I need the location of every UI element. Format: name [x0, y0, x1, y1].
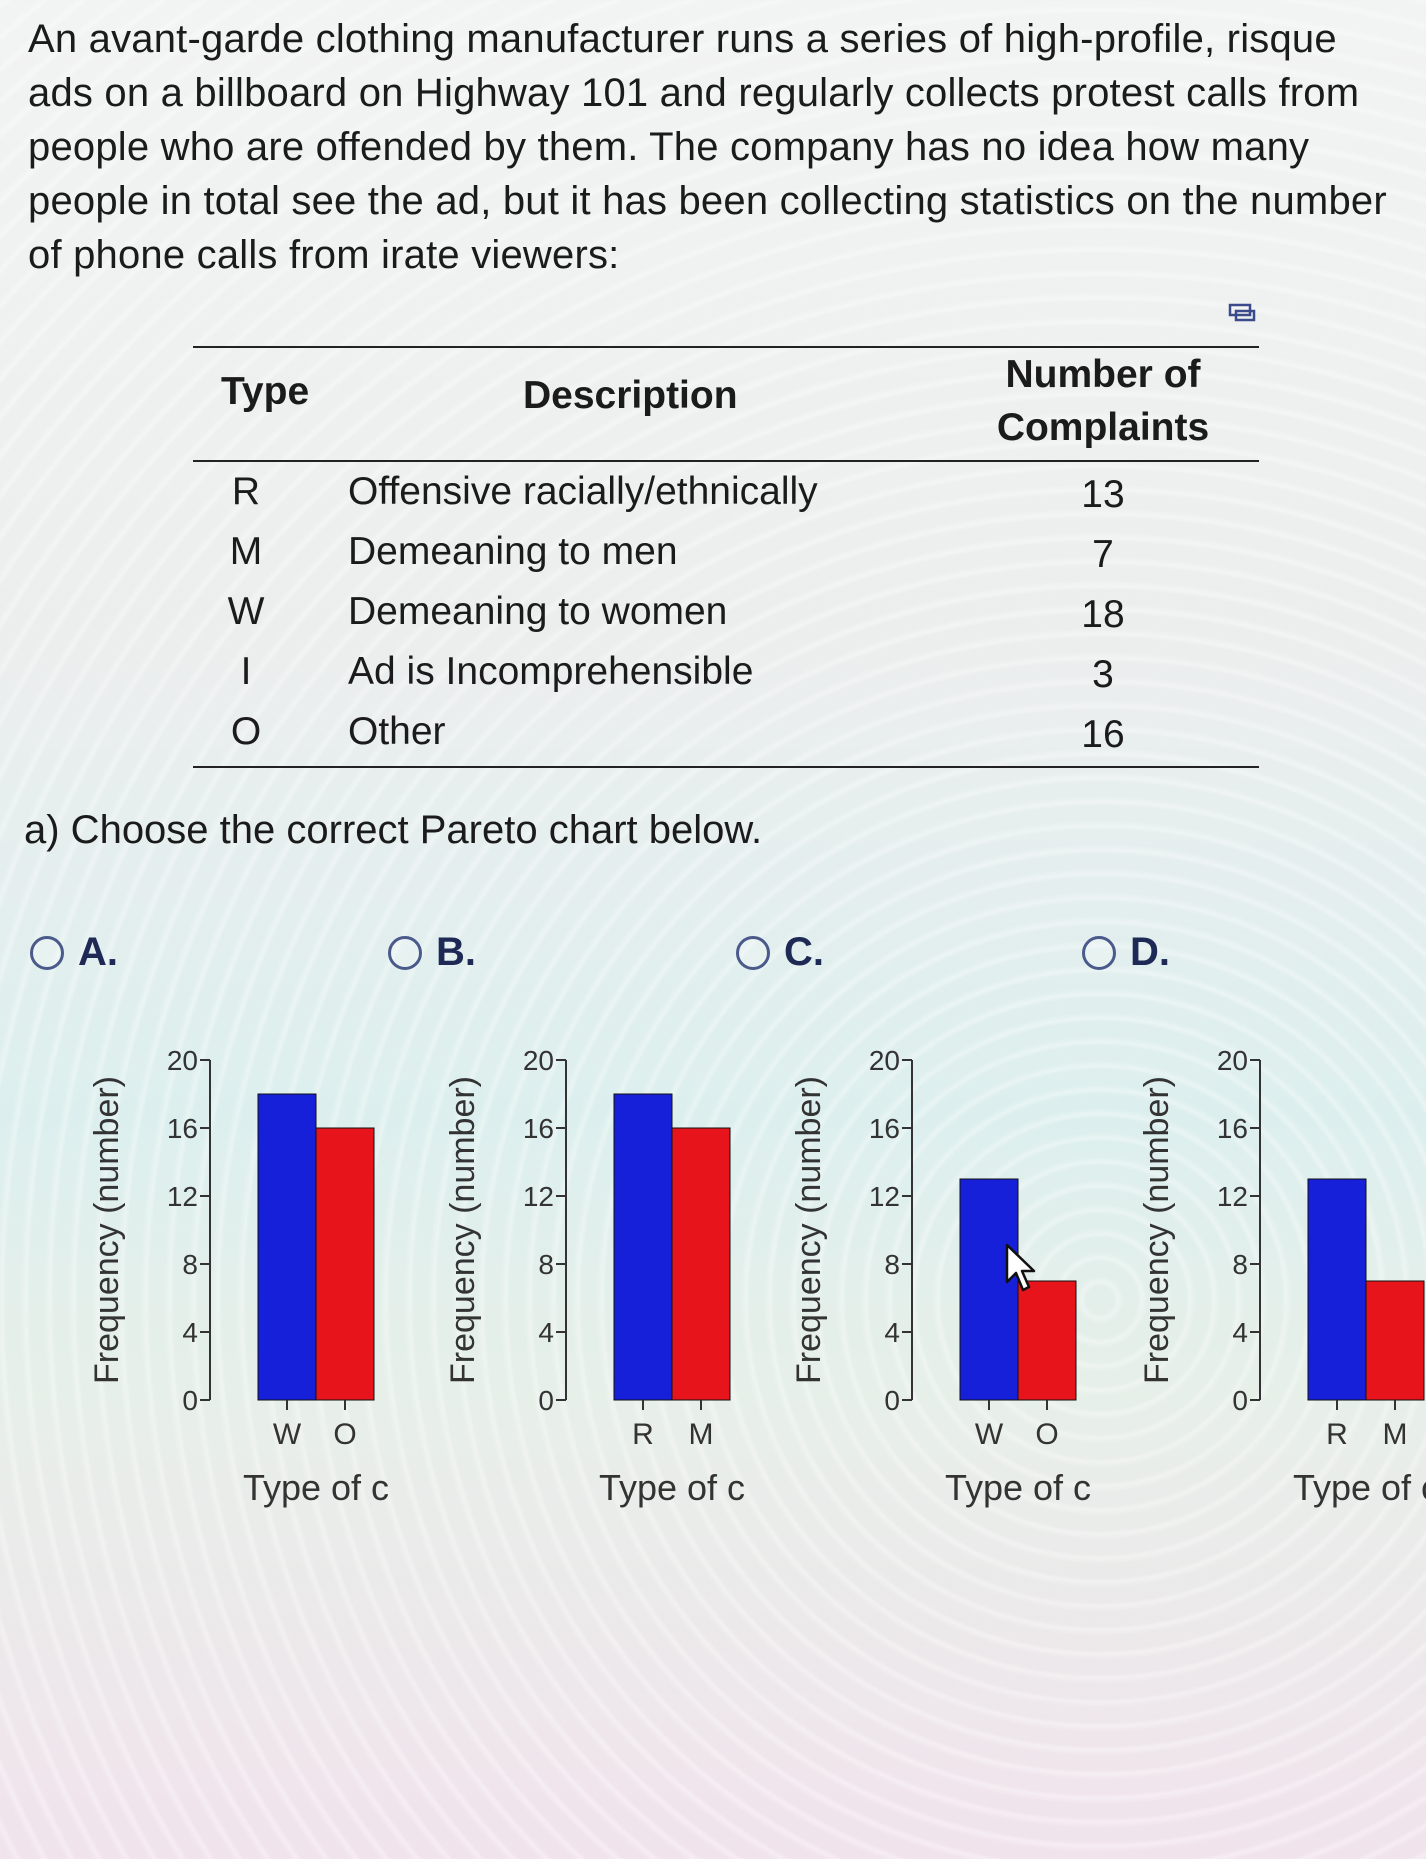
- radio-option-c[interactable]: [736, 935, 770, 970]
- option-d[interactable]: D.: [1082, 930, 1170, 975]
- y-tick-label: 20: [523, 1045, 554, 1076]
- question-text: a) Choose the correct Pareto chart below…: [24, 808, 763, 852]
- bar: [613, 1093, 673, 1401]
- y-tick-label: 0: [1232, 1385, 1248, 1416]
- y-tick-label: 20: [167, 1045, 198, 1076]
- chart-option-b: Frequency (number) 0 4 8 12 16 20 R M Type of c: [426, 1030, 766, 1530]
- row-complaints: 3: [1092, 653, 1114, 696]
- row-description: Other: [348, 710, 446, 753]
- y-tick-label: 16: [1217, 1113, 1248, 1144]
- row-type: I: [240, 650, 252, 693]
- y-tick-label: 4: [182, 1317, 198, 1348]
- y-axis-label: Frequency (number): [444, 1076, 482, 1384]
- x-axis-label: Type of c: [599, 1467, 745, 1508]
- chart-svg: Frequency (number) 0 4 8 12 16 20 R M Type of c: [444, 1045, 745, 1508]
- radio-option-b[interactable]: [388, 935, 422, 970]
- copy-table-icon[interactable]: [1228, 303, 1256, 323]
- bar: [1017, 1280, 1077, 1401]
- y-tick-label: 20: [1217, 1045, 1248, 1076]
- option-a[interactable]: A.: [30, 930, 118, 975]
- x-tick-label: R: [1326, 1418, 1348, 1451]
- table-bottom-rule: [193, 766, 1259, 768]
- chart-svg: Frequency (number) 0 4 8 12 16 20 R M Type of c: [1138, 1045, 1426, 1508]
- table-top-rule: [193, 346, 1259, 348]
- row-complaints: 13: [1081, 473, 1125, 516]
- y-tick-label: 4: [1232, 1317, 1248, 1348]
- x-tick-label: O: [1035, 1418, 1058, 1451]
- row-complaints: 16: [1081, 713, 1125, 756]
- bar: [959, 1178, 1019, 1401]
- x-axis-label: Type of c: [243, 1467, 389, 1508]
- x-tick-label: W: [975, 1418, 1004, 1451]
- option-b-label: B.: [436, 930, 476, 974]
- chart-svg: Frequency (number) 0 4 8 12 16 20 W O Type of c: [790, 1045, 1091, 1508]
- option-d-label: D.: [1130, 930, 1170, 974]
- option-b[interactable]: B.: [388, 930, 476, 975]
- problem-statement: An avant-garde clothing manufacturer run…: [28, 17, 1387, 277]
- y-tick-label: 16: [167, 1113, 198, 1144]
- bar: [257, 1093, 317, 1401]
- option-c[interactable]: C.: [736, 930, 824, 975]
- x-tick-label: O: [333, 1418, 356, 1451]
- y-axis-label: Frequency (number): [1138, 1076, 1176, 1384]
- y-axis-label: Frequency (number): [88, 1076, 126, 1384]
- y-tick-label: 4: [884, 1317, 900, 1348]
- header-description: Description: [523, 374, 738, 417]
- y-tick-label: 0: [884, 1385, 900, 1416]
- x-axis-label: Type of c: [1293, 1467, 1426, 1508]
- header-complaints-line2: Complaints: [996, 406, 1210, 449]
- y-tick-label: 16: [869, 1113, 900, 1144]
- option-c-label: C.: [784, 930, 824, 974]
- row-complaints: 7: [1092, 533, 1114, 576]
- radio-option-a[interactable]: [30, 935, 64, 970]
- bar: [671, 1127, 731, 1401]
- y-tick-label: 8: [884, 1249, 900, 1280]
- table-header-rule: [193, 460, 1259, 462]
- bar: [315, 1127, 375, 1401]
- row-description: Demeaning to women: [348, 590, 728, 633]
- chart-svg: Frequency (number) 0 4 8 12 16 20 W O Type of c: [88, 1045, 389, 1508]
- header-type: Type: [221, 370, 310, 413]
- y-axis-label: Frequency (number): [790, 1076, 828, 1384]
- row-type: R: [231, 470, 261, 513]
- row-type: M: [229, 530, 263, 573]
- y-tick-label: 0: [538, 1385, 554, 1416]
- x-axis-label: Type of c: [945, 1467, 1091, 1508]
- y-tick-label: 0: [182, 1385, 198, 1416]
- y-tick-label: 12: [869, 1181, 900, 1212]
- row-type: O: [230, 710, 262, 753]
- y-tick-label: 8: [182, 1249, 198, 1280]
- y-tick-label: 8: [538, 1249, 554, 1280]
- x-tick-label: M: [689, 1418, 714, 1451]
- row-description: Demeaning to men: [348, 530, 678, 573]
- row-description: Offensive racially/ethnically: [348, 470, 818, 513]
- chart-option-a: Frequency (number) 0 4 8 12 16 20 W O Type of c: [70, 1030, 410, 1530]
- row-description: Ad is Incomprehensible: [348, 650, 754, 693]
- header-complaints-line1: Number of: [1005, 353, 1201, 396]
- y-tick-label: 12: [167, 1181, 198, 1212]
- y-tick-label: 12: [523, 1181, 554, 1212]
- x-tick-label: W: [273, 1418, 302, 1451]
- x-tick-label: R: [632, 1418, 654, 1451]
- row-type: W: [227, 590, 265, 633]
- y-tick-label: 16: [523, 1113, 554, 1144]
- bar: [1365, 1280, 1425, 1401]
- y-tick-label: 12: [1217, 1181, 1248, 1212]
- chart-option-d: Frequency (number) 0 4 8 12 16 20 R M Type of c: [1120, 1030, 1426, 1530]
- y-tick-label: 8: [1232, 1249, 1248, 1280]
- bar: [1307, 1178, 1367, 1401]
- radio-option-d[interactable]: [1082, 935, 1116, 970]
- option-a-label: A.: [78, 930, 118, 974]
- y-tick-label: 4: [538, 1317, 554, 1348]
- x-tick-label: M: [1383, 1418, 1408, 1451]
- chart-option-c: Frequency (number) 0 4 8 12 16 20 W O Type of c: [772, 1030, 1112, 1530]
- row-complaints: 18: [1081, 593, 1125, 636]
- y-tick-label: 20: [869, 1045, 900, 1076]
- mouse-pointer-icon: [1005, 1243, 1036, 1292]
